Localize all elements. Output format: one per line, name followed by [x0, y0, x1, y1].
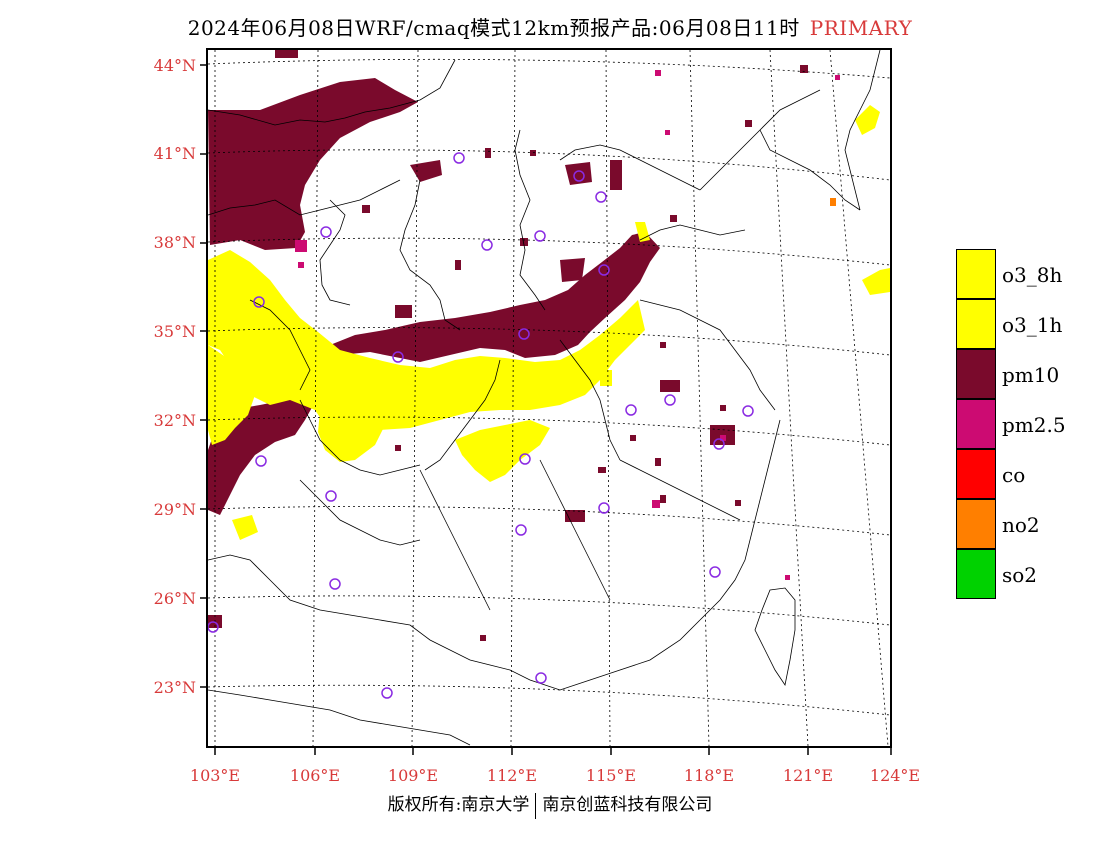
- station-marker: [519, 453, 531, 465]
- copyright-footer: 版权所有:南京大学 南京创蓝科技有限公司: [0, 790, 1100, 819]
- o3-patch-a: [232, 515, 258, 540]
- lat-label-32: 32°N: [153, 411, 196, 430]
- station-marker: [598, 502, 610, 514]
- legend-swatch-so2: [956, 549, 996, 599]
- forecast-map: [206, 48, 892, 748]
- station-marker: [392, 351, 404, 363]
- legend-swatch-pm10: [956, 349, 996, 399]
- legend-item-pm25: pm2.5: [956, 399, 1096, 449]
- station-marker: [320, 226, 332, 238]
- lat-label-23: 23°N: [153, 678, 196, 697]
- legend-item-o3-8h: o3_8h: [956, 249, 1096, 299]
- title-tag: PRIMARY: [809, 16, 913, 40]
- station-marker: [253, 296, 265, 308]
- legend-label-so2: so2: [1002, 563, 1038, 587]
- legend-swatch-o3-8h: [956, 249, 996, 299]
- pm10-patch-h: [660, 380, 680, 392]
- lon-label-106: 106°E: [289, 766, 341, 785]
- station-marker: [664, 394, 676, 406]
- station-markers: [208, 152, 754, 699]
- legend-label-co: co: [1002, 463, 1026, 487]
- pm10-patch-i: [395, 305, 412, 318]
- legend-label-no2: no2: [1002, 513, 1040, 537]
- footer-left: 版权所有:南京大学: [387, 795, 530, 815]
- legend-swatch-o3-1h: [956, 299, 996, 349]
- station-marker: [329, 578, 341, 590]
- legend-swatch-co: [956, 449, 996, 499]
- station-marker: [325, 490, 337, 502]
- lon-label-112: 112°E: [486, 766, 538, 785]
- lon-label-103: 103°E: [189, 766, 241, 785]
- lat-label-41: 41°N: [153, 144, 196, 163]
- station-marker: [481, 239, 493, 251]
- lat-label-44: 44°N: [153, 56, 196, 75]
- o3-east-coast: [862, 268, 890, 295]
- station-marker: [625, 404, 637, 416]
- o3-west-region: [208, 250, 645, 430]
- lon-label-115: 115°E: [585, 766, 637, 785]
- pm10-patch-a: [275, 50, 298, 58]
- legend-item-co: co: [956, 449, 1096, 499]
- title-main: 2024年06月08日WRF/cmaq模式12km预报产品:06月08日11时: [187, 16, 800, 40]
- map-title: 2024年06月08日WRF/cmaq模式12km预报产品:06月08日11时 P…: [0, 12, 1100, 41]
- o3-sichuan-lobe: [318, 408, 385, 462]
- lon-label-124: 124°E: [869, 766, 921, 785]
- station-marker: [518, 328, 530, 340]
- pm10-patch-b: [410, 160, 442, 182]
- legend-label-pm10: pm10: [1002, 363, 1060, 387]
- station-marker: [255, 455, 267, 467]
- lat-label-38: 38°N: [153, 233, 196, 252]
- no2-patch: [830, 198, 836, 206]
- station-marker: [534, 230, 546, 242]
- station-marker: [535, 672, 547, 684]
- legend-label-pm25: pm2.5: [1002, 413, 1066, 437]
- legend-swatch-no2: [956, 499, 996, 549]
- lat-label-26: 26°N: [153, 589, 196, 608]
- station-marker: [598, 264, 610, 276]
- boundary-lines: [208, 50, 881, 746]
- legend-item-pm10: pm10: [956, 349, 1096, 399]
- lat-label-29: 29°N: [153, 500, 196, 519]
- station-marker: [515, 524, 527, 536]
- o3-south-lobe: [455, 420, 550, 482]
- legend-label-o3-1h: o3_1h: [1002, 313, 1063, 337]
- lon-label-118: 118°E: [683, 766, 735, 785]
- pollutant-legend: o3_8h o3_1h pm10 pm2.5 co no2 so2: [956, 249, 1096, 599]
- lat-label-35: 35°N: [153, 322, 196, 341]
- map-canvas: [208, 50, 890, 746]
- station-marker: [573, 170, 585, 182]
- pm10-north-region: [208, 78, 418, 250]
- pm10-patch-j: [610, 160, 622, 190]
- legend-label-o3-8h: o3_8h: [1002, 263, 1063, 287]
- station-marker: [208, 621, 219, 633]
- station-marker: [709, 566, 721, 578]
- legend-item-o3-1h: o3_1h: [956, 299, 1096, 349]
- station-marker: [713, 438, 725, 450]
- legend-item-no2: no2: [956, 499, 1096, 549]
- pm10-central-band: [330, 232, 660, 362]
- pm25-field: [295, 70, 840, 580]
- graticule: [208, 50, 890, 746]
- footer-separator: [535, 792, 537, 819]
- station-marker: [381, 687, 393, 699]
- legend-swatch-pm25: [956, 399, 996, 449]
- station-marker: [595, 191, 607, 203]
- station-marker: [453, 152, 465, 164]
- legend-item-so2: so2: [956, 549, 1096, 599]
- o3-patch-c: [600, 370, 612, 386]
- pm10-patch-d: [560, 258, 585, 282]
- o3-ne-coast: [855, 105, 880, 135]
- pm10-patch-g: [565, 510, 585, 522]
- pm10-patch-c: [565, 162, 592, 185]
- lon-label-109: 109°E: [387, 766, 439, 785]
- lon-label-121: 121°E: [782, 766, 834, 785]
- footer-right: 南京创蓝科技有限公司: [542, 795, 713, 815]
- station-marker: [742, 405, 754, 417]
